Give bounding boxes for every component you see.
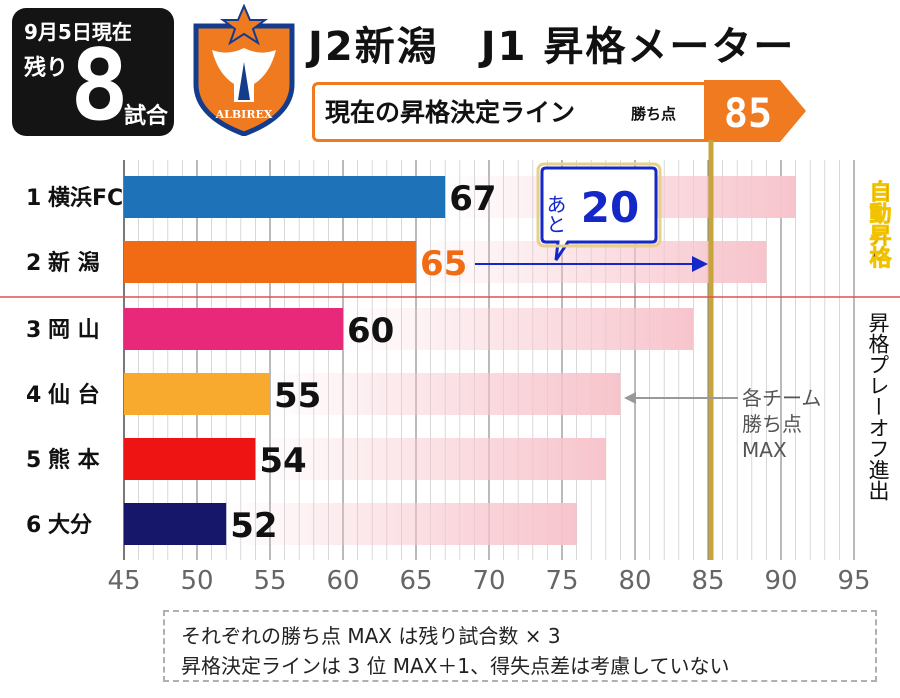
promotion-line-value: 85 [724, 91, 772, 137]
x-tick-label: 70 [472, 566, 505, 596]
callout-bubble [540, 166, 658, 261]
bar-value-label: 65 [420, 244, 467, 284]
bar-value-label: 55 [274, 376, 321, 416]
remaining-games-box: 9月5日現在 残り 8 試合 [12, 8, 174, 143]
footnote-box: それぞれの勝ち点 MAX は残り試合数 × 3 昇格決定ラインは 3 位 MAX… [163, 610, 877, 682]
bar [124, 503, 227, 545]
callout-value: 20 [581, 183, 639, 232]
team-label: 大分 [48, 513, 92, 538]
promotion-line-label: 現在の昇格決定ライン [325, 98, 576, 127]
rank-label: 1 [26, 186, 41, 211]
promotion-value-arrow [704, 80, 806, 142]
bar [124, 241, 416, 283]
x-tick-label: 90 [764, 566, 797, 596]
max-bar [226, 503, 577, 545]
callout-frame [536, 162, 662, 248]
emblem-name: ALBIREX [215, 108, 273, 121]
x-tick-label: 75 [545, 566, 578, 596]
side-label-playoff: 昇格プレーオフ進出 [866, 312, 890, 501]
x-tick-label: 45 [107, 566, 140, 596]
bar [124, 373, 270, 415]
x-tick-label: 95 [837, 566, 870, 596]
x-tick-label: 50 [180, 566, 213, 596]
max-bar [343, 308, 694, 350]
x-tick-label: 60 [326, 566, 359, 596]
remaining-number: 8 [70, 29, 130, 143]
footnote-line-1: それぞれの勝ち点 MAX は残り試合数 × 3 [181, 624, 561, 648]
x-tick-label: 65 [399, 566, 432, 596]
team-label: 新 潟 [48, 250, 100, 276]
x-tick-label: 55 [253, 566, 286, 596]
x-tick-label: 80 [618, 566, 651, 596]
remaining-label: 残り [24, 56, 69, 81]
max-note-line-3: MAX [742, 438, 787, 462]
bar-value-label: 54 [259, 441, 306, 481]
callout-prefix: あと [543, 194, 567, 234]
max-note-arrowhead [624, 392, 636, 404]
bar-value-label: 60 [347, 311, 394, 351]
team-label: 仙 台 [48, 382, 100, 408]
max-bar [270, 373, 621, 415]
promotion-line-box: 現在の昇格決定ライン 勝ち点 [312, 82, 707, 142]
bar-value-label: 52 [230, 506, 277, 546]
bar [124, 176, 446, 218]
gap-arrowhead [692, 256, 708, 272]
team-label: 熊 本 [48, 447, 100, 473]
max-note-line-1: 各チーム [742, 386, 821, 410]
max-bar [416, 241, 767, 283]
footnote-line-2: 昇格決定ラインは 3 位 MAX＋1、得失点差は考慮していない [181, 654, 730, 678]
bar-value-label: 67 [449, 179, 496, 219]
page-title: J2新潟 J1 昇格メーター [308, 24, 796, 70]
promotion-line-sub: 勝ち点 [631, 105, 677, 123]
bar [124, 438, 256, 480]
rank-label: 5 [26, 448, 41, 473]
rank-label: 4 [26, 383, 41, 408]
rank-label: 3 [26, 318, 41, 343]
albirex-emblem: ALBIREX [193, 4, 295, 136]
side-label-auto: 自動昇格 [866, 179, 892, 268]
date-label: 9月5日現在 [24, 20, 132, 44]
team-label: 岡 山 [48, 318, 100, 343]
x-tick-label: 85 [691, 566, 724, 596]
bar [124, 308, 343, 350]
max-bar [255, 438, 606, 480]
max-note-line-2: 勝ち点 [742, 412, 802, 436]
rank-label: 6 [26, 513, 41, 538]
games-suffix: 試合 [124, 104, 169, 129]
rank-label: 2 [26, 251, 41, 276]
team-label: 横浜FC [48, 186, 123, 211]
